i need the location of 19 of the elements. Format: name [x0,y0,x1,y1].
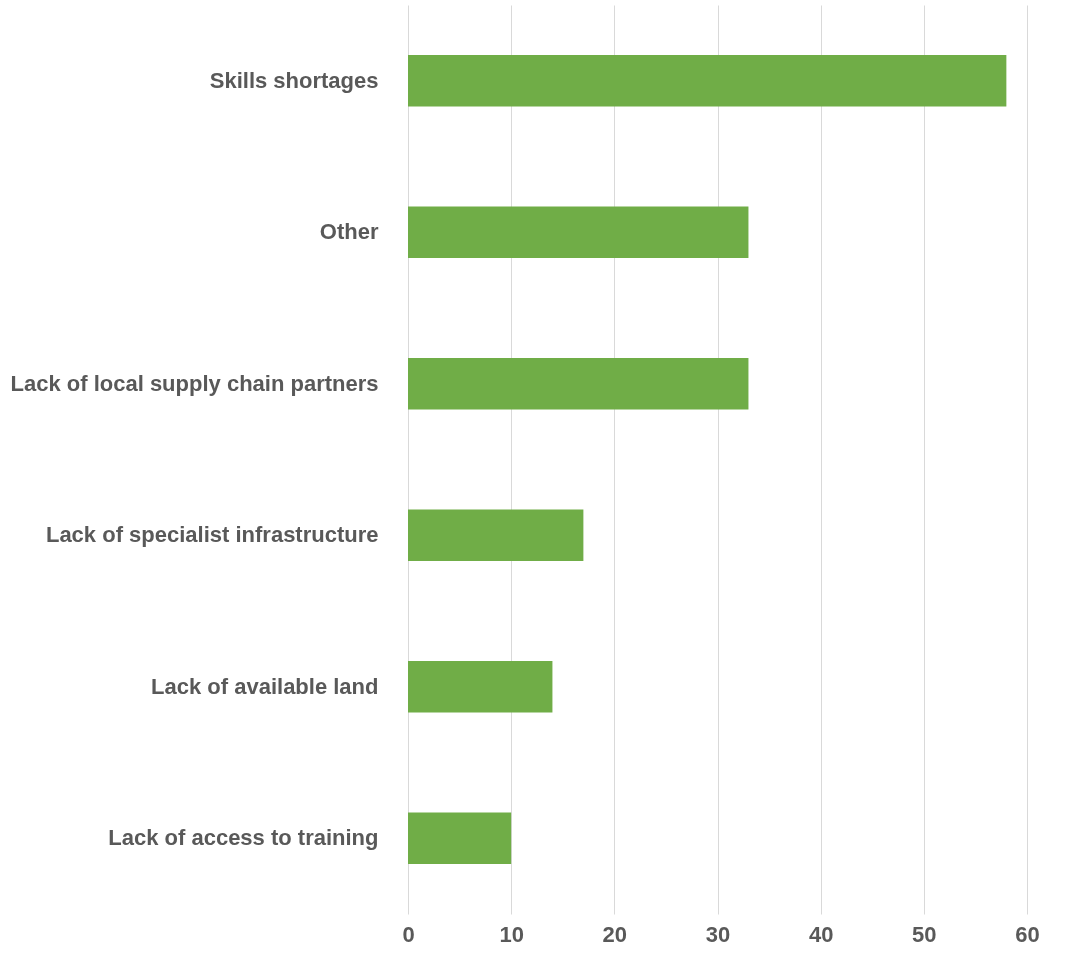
y-tick-label: Lack of access to training [108,825,379,851]
y-tick-label: Lack of available land [151,673,379,699]
y-tick-label: Other [319,219,379,245]
x-tick-label: 30 [705,921,731,947]
y-tick-label: Skills shortages [209,67,379,93]
x-tick-label: 40 [808,921,834,947]
x-tick-label: 10 [499,921,524,947]
x-tick-label: 60 [1015,921,1040,947]
bar [408,55,1007,107]
bar [408,358,749,410]
bar [408,661,553,713]
bar [408,206,749,259]
bar [408,812,512,865]
y-tick-label: Lack of local supply chain partners [10,370,379,396]
bar [408,509,584,562]
x-tick-label: 20 [602,921,628,947]
y-tick-label: Lack of specialist infrastructure [45,522,379,548]
x-tick-label: 0 [402,921,415,947]
x-tick-label: 50 [912,921,937,947]
